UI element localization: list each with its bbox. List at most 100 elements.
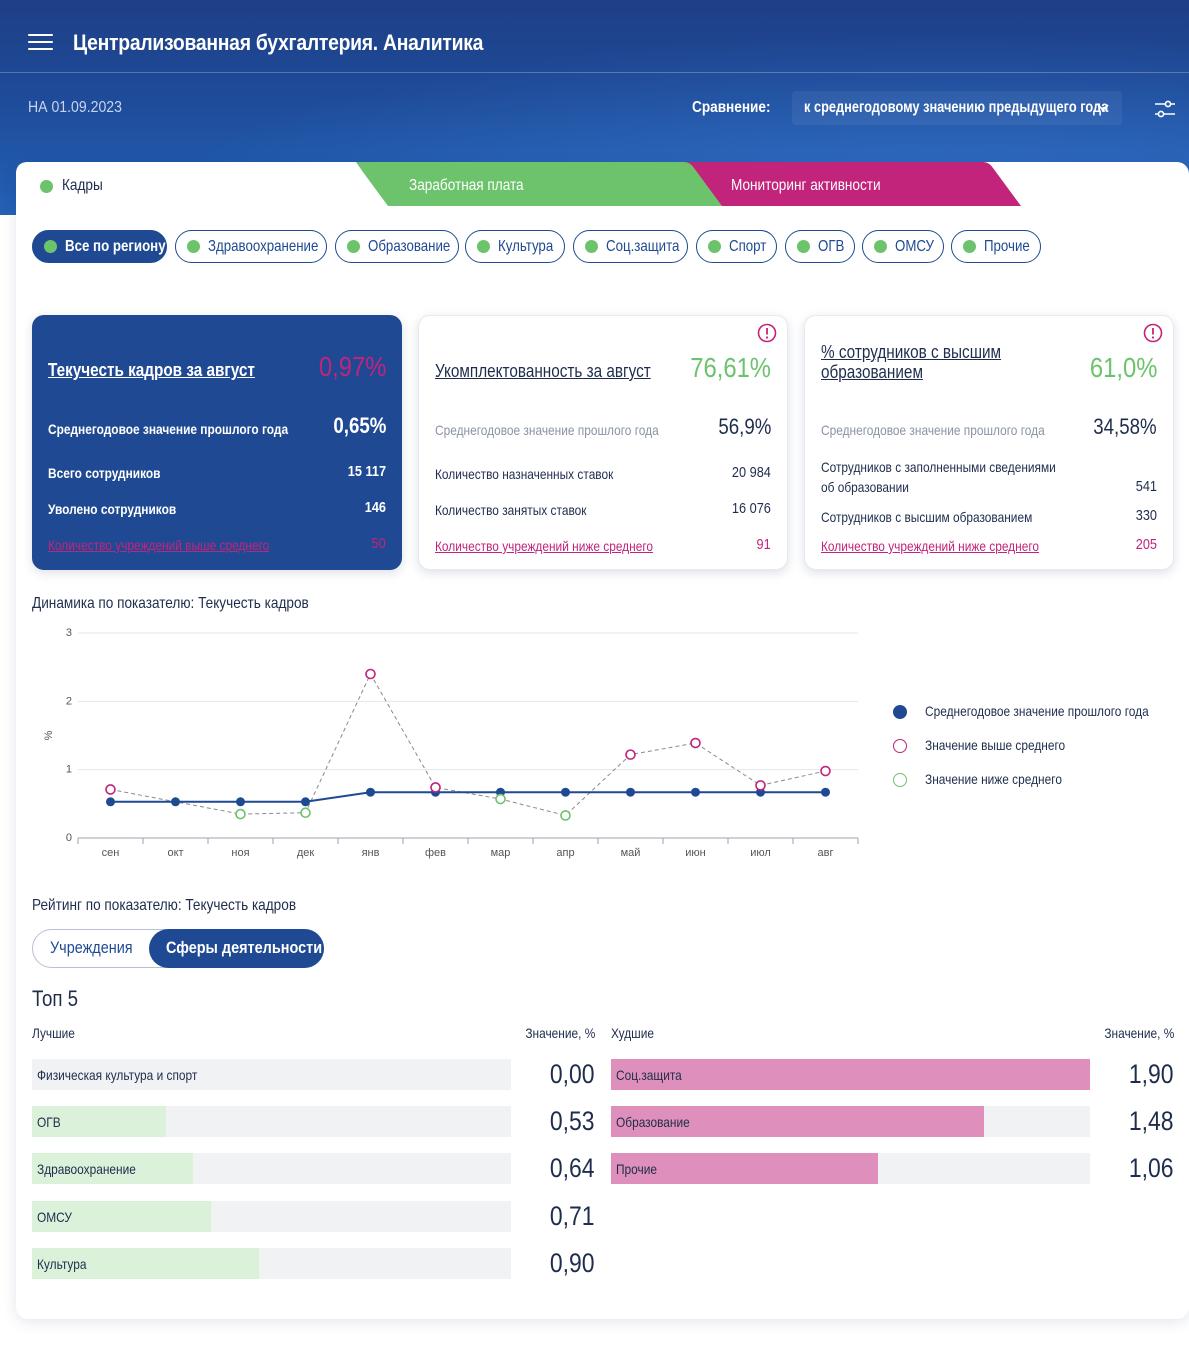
chip-label: Спорт [729,238,767,255]
best-value-header: Значение, % [525,1025,595,1041]
toggle-institutions[interactable]: Учреждения [33,929,151,968]
kpi-title-line: % сотрудников с высшим [821,342,1002,362]
rating-row[interactable]: Физическая культура и спорт 0,00 [32,1059,595,1090]
tab-monitoring[interactable]: Мониторинг активности [671,162,1021,206]
toggle-activity-areas[interactable]: Сферы деятельности [149,928,324,968]
chip-dot [187,240,200,253]
app-title: Централизованная бухгалтерия. Аналитика [73,30,484,55]
point-below-average [495,793,506,805]
kpi-row: Сотрудников с высшим образованием 330 [821,507,1157,529]
filters-icon[interactable] [1153,97,1177,121]
rating-bar-fill [32,1247,259,1279]
kpi-link-row[interactable]: Количество учреждений выше среднего 50 [48,535,386,557]
rating-row-name: Образование [616,1114,690,1131]
chip-social[interactable]: Соц.защита [573,230,688,263]
worst-value-header: Значение, % [1104,1025,1174,1041]
chip-education[interactable]: Образование [335,230,459,263]
chip-dot [708,240,721,253]
kpi-link-row[interactable]: Количество учреждений ниже среднего 205 [821,536,1157,558]
y-tick-label: 1 [66,764,72,776]
x-tick-label: апр [556,847,574,859]
chip-healthcare[interactable]: Здравоохранение [175,230,327,263]
chip-other[interactable]: Прочие [951,230,1041,263]
rating-row-value: 0,64 [550,1153,595,1184]
rating-row-name: Культура [37,1255,87,1272]
chip-ogv[interactable]: ОГВ [785,230,855,263]
compare-select-value: к среднегодовому значению предыдущего го… [804,99,1109,116]
average-point [626,787,635,797]
x-tick-label: мар [491,847,511,859]
kpi-row: Количество занятых ставок 16 076 [435,500,771,522]
average-point [366,787,375,797]
warning-icon[interactable] [757,323,777,343]
kpi-row-label: Количество занятых ставок [435,502,587,518]
point-below-average [300,807,311,819]
kpi-title[interactable]: Текучесть кадров за август [48,360,255,380]
rating-row[interactable]: Здравоохранение 0,64 [32,1153,595,1185]
tab-personnel-label: Кадры [62,177,103,194]
chip-label: Здравоохранение [208,238,319,255]
chip-dot [477,240,490,253]
rating-view-toggle: Учреждения Сферы деятельности [32,928,324,968]
kpi-row-value: 20 984 [731,464,771,481]
kpi-row-label: Среднегодовое значение прошлого года [435,422,659,438]
kpi-row-label-line: об образовании [821,479,909,495]
kpi-card-turnover[interactable]: Текучесть кадров за август 0,97% Среднег… [32,315,402,570]
kpi-title[interactable]: % сотрудников с высшим образованием [821,342,1001,382]
rating-bar-fill [32,1200,211,1232]
kpi-link-label[interactable]: Количество учреждений ниже среднего [435,538,654,554]
kpi-row-label: Среднегодовое значение прошлого года [48,421,289,437]
worst-header: Худшие [611,1025,654,1041]
point-below-average [560,810,571,821]
hamburger-menu-icon[interactable] [28,34,53,52]
kpi-row-label: Сотрудников с заполненными сведениями об… [821,457,1056,497]
chip-culture[interactable]: Культура [465,230,565,263]
tab-personnel[interactable]: Кадры [16,162,416,206]
chip-dot [585,240,598,253]
rating-row[interactable]: Прочие 1,06 [611,1153,1174,1185]
x-tick-label: ноя [231,847,249,859]
chip-dot [963,240,976,253]
kpi-row-label: Сотрудников с высшим образованием [821,509,1033,525]
top-bar: Централизованная бухгалтерия. Аналитика [0,0,1189,73]
point-above-average [820,765,831,777]
toggle-label: Учреждения [50,937,133,957]
legend-marker-filled [893,705,907,719]
kpi-row: Количество назначенных ставок 20 984 [435,464,771,486]
kpi-link-label[interactable]: Количество учреждений ниже среднего [821,538,1040,554]
average-point [236,797,245,807]
rating-row-name: ОГВ [37,1114,61,1131]
rating-row[interactable]: Культура 0,90 [32,1247,595,1279]
kpi-link-label[interactable]: Количество учреждений выше среднего [48,537,270,553]
kpi-card-staffing[interactable]: Укомплектованность за август 76,61% Сред… [418,315,788,570]
chip-sport[interactable]: Спорт [696,230,777,263]
chip-omsu[interactable]: ОМСУ [862,230,944,263]
rating-bar-fill [611,1059,1090,1090]
rating-row-value: 0,71 [550,1200,595,1231]
tab-monitoring-label: Мониторинг активности [731,177,881,194]
tab-personnel-shape [16,162,388,206]
average-point [691,787,700,797]
kpi-title[interactable]: Укомплектованность за август [435,361,651,381]
x-tick-label: авг [818,847,834,859]
kpi-link-row[interactable]: Количество учреждений ниже среднего 91 [435,536,771,558]
rating-row-name: Соц.защита [616,1067,682,1083]
rating-row[interactable]: ОМСУ 0,71 [32,1200,595,1232]
rating-row[interactable]: ОГВ 0,53 [32,1106,595,1138]
y-tick-label: 0 [66,832,72,844]
x-tick-label: фев [425,847,446,859]
legend-marker-hollow [893,773,907,787]
best-header: Лучшие [32,1025,75,1041]
average-point [171,797,180,807]
rating-row[interactable]: Соц.защита 1,90 [611,1059,1174,1090]
rating-row-value: 1,48 [1129,1106,1174,1137]
kpi-card-higher-education[interactable]: % сотрудников с высшим образованием 61,0… [804,315,1174,570]
top5-heading: Топ 5 [32,986,79,1011]
rating-row[interactable]: Образование 1,48 [611,1106,1174,1138]
average-point [561,787,570,797]
chip-all-region[interactable]: Все по региону [32,230,167,263]
compare-select[interactable]: к среднегодовому значению предыдущего го… [792,91,1122,125]
warning-icon[interactable] [1143,323,1163,343]
tab-salary[interactable]: Заработная плата [356,162,726,206]
chip-dot [347,240,360,253]
